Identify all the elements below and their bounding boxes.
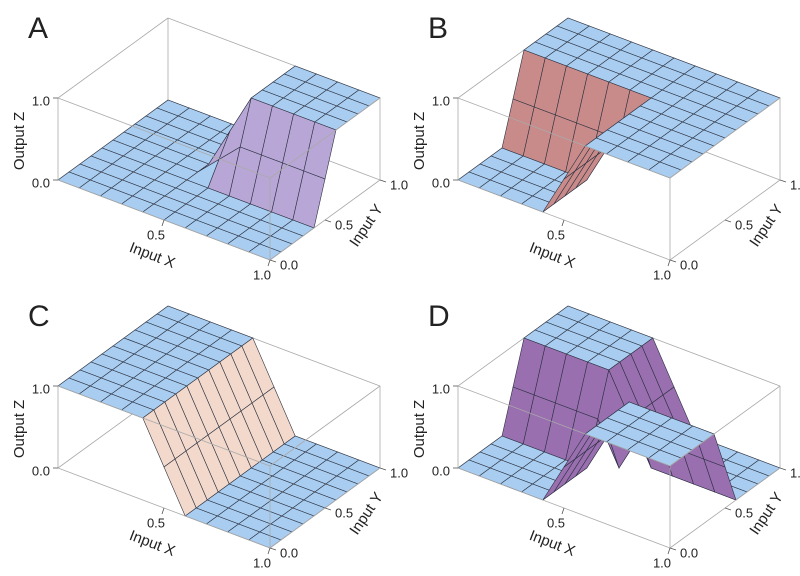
x-axis-label: Input X bbox=[527, 239, 577, 272]
y-tick-label: 1.0 bbox=[790, 177, 800, 192]
z-axis-label: Output Z bbox=[411, 112, 428, 170]
z-tick-label: 0.0 bbox=[32, 463, 50, 478]
z-tick-label: 1.0 bbox=[432, 93, 450, 108]
y-tick-label: 1.0 bbox=[390, 177, 408, 192]
y-tick-label: 0.5 bbox=[735, 505, 753, 520]
z-tick-label: 1.0 bbox=[32, 93, 50, 108]
y-tick bbox=[269, 547, 277, 551]
x-tick-label: 0.5 bbox=[547, 227, 565, 242]
x-tick-label: 1.0 bbox=[253, 555, 271, 570]
panel-title: C bbox=[28, 300, 50, 333]
x-tick-label: 0.5 bbox=[147, 515, 165, 530]
x-tick bbox=[161, 507, 165, 515]
y-tick bbox=[324, 219, 332, 223]
x-tick-label: 0.5 bbox=[547, 515, 565, 530]
x-tick bbox=[267, 547, 271, 555]
box-edge bbox=[57, 385, 271, 467]
x-tick bbox=[561, 507, 565, 515]
y-tick bbox=[779, 179, 787, 183]
y-tick bbox=[324, 507, 332, 511]
box-edge bbox=[669, 97, 781, 179]
x-tick bbox=[267, 259, 271, 267]
x-tick-label: 1.0 bbox=[253, 267, 271, 282]
y-tick bbox=[669, 547, 677, 551]
y-tick bbox=[724, 219, 732, 223]
x-tick-label: 1.0 bbox=[653, 267, 671, 282]
x-tick bbox=[161, 219, 165, 227]
x-tick-label: 0.5 bbox=[147, 227, 165, 242]
z-tick-label: 0.0 bbox=[32, 175, 50, 190]
z-axis-label: Output Z bbox=[11, 112, 28, 170]
y-tick-label: 0.5 bbox=[735, 217, 753, 232]
z-axis-label: Output Z bbox=[411, 400, 428, 458]
box-edge bbox=[669, 385, 781, 467]
z-tick-label: 1.0 bbox=[32, 381, 50, 396]
x-tick bbox=[667, 547, 671, 555]
y-tick-label: 0.5 bbox=[335, 217, 353, 232]
y-tick bbox=[724, 507, 732, 511]
z-tick-label: 0.0 bbox=[432, 175, 450, 190]
y-tick-label: 0.5 bbox=[335, 505, 353, 520]
box-edge bbox=[269, 97, 381, 179]
z-tick-label: 0.0 bbox=[432, 463, 450, 478]
panel-title: A bbox=[28, 12, 48, 45]
z-tick-label: 1.0 bbox=[432, 381, 450, 396]
box-edge bbox=[269, 385, 381, 467]
box-edge bbox=[457, 385, 671, 467]
y-tick-label: 0.0 bbox=[280, 257, 298, 272]
y-tick-label: 1.0 bbox=[790, 465, 800, 480]
y-tick bbox=[269, 259, 277, 263]
x-axis-label: Input X bbox=[527, 527, 577, 560]
y-tick bbox=[779, 467, 787, 471]
z-axis-label: Output Z bbox=[11, 400, 28, 458]
y-tick bbox=[379, 467, 387, 471]
y-tick-label: 0.0 bbox=[680, 257, 698, 272]
y-tick-label: 0.0 bbox=[680, 545, 698, 560]
x-tick bbox=[561, 219, 565, 227]
panel-title: B bbox=[428, 12, 448, 45]
box-edge bbox=[57, 97, 271, 179]
x-axis-label: Input X bbox=[127, 239, 177, 272]
box-edge bbox=[57, 17, 169, 99]
x-tick-label: 1.0 bbox=[653, 555, 671, 570]
panel-title: D bbox=[428, 300, 450, 333]
x-tick bbox=[667, 259, 671, 267]
x-axis-label: Input X bbox=[127, 527, 177, 560]
y-tick bbox=[379, 179, 387, 183]
y-tick-label: 0.0 bbox=[280, 545, 298, 560]
y-tick-label: 1.0 bbox=[390, 465, 408, 480]
box-edge bbox=[457, 97, 671, 179]
y-tick bbox=[669, 259, 677, 263]
